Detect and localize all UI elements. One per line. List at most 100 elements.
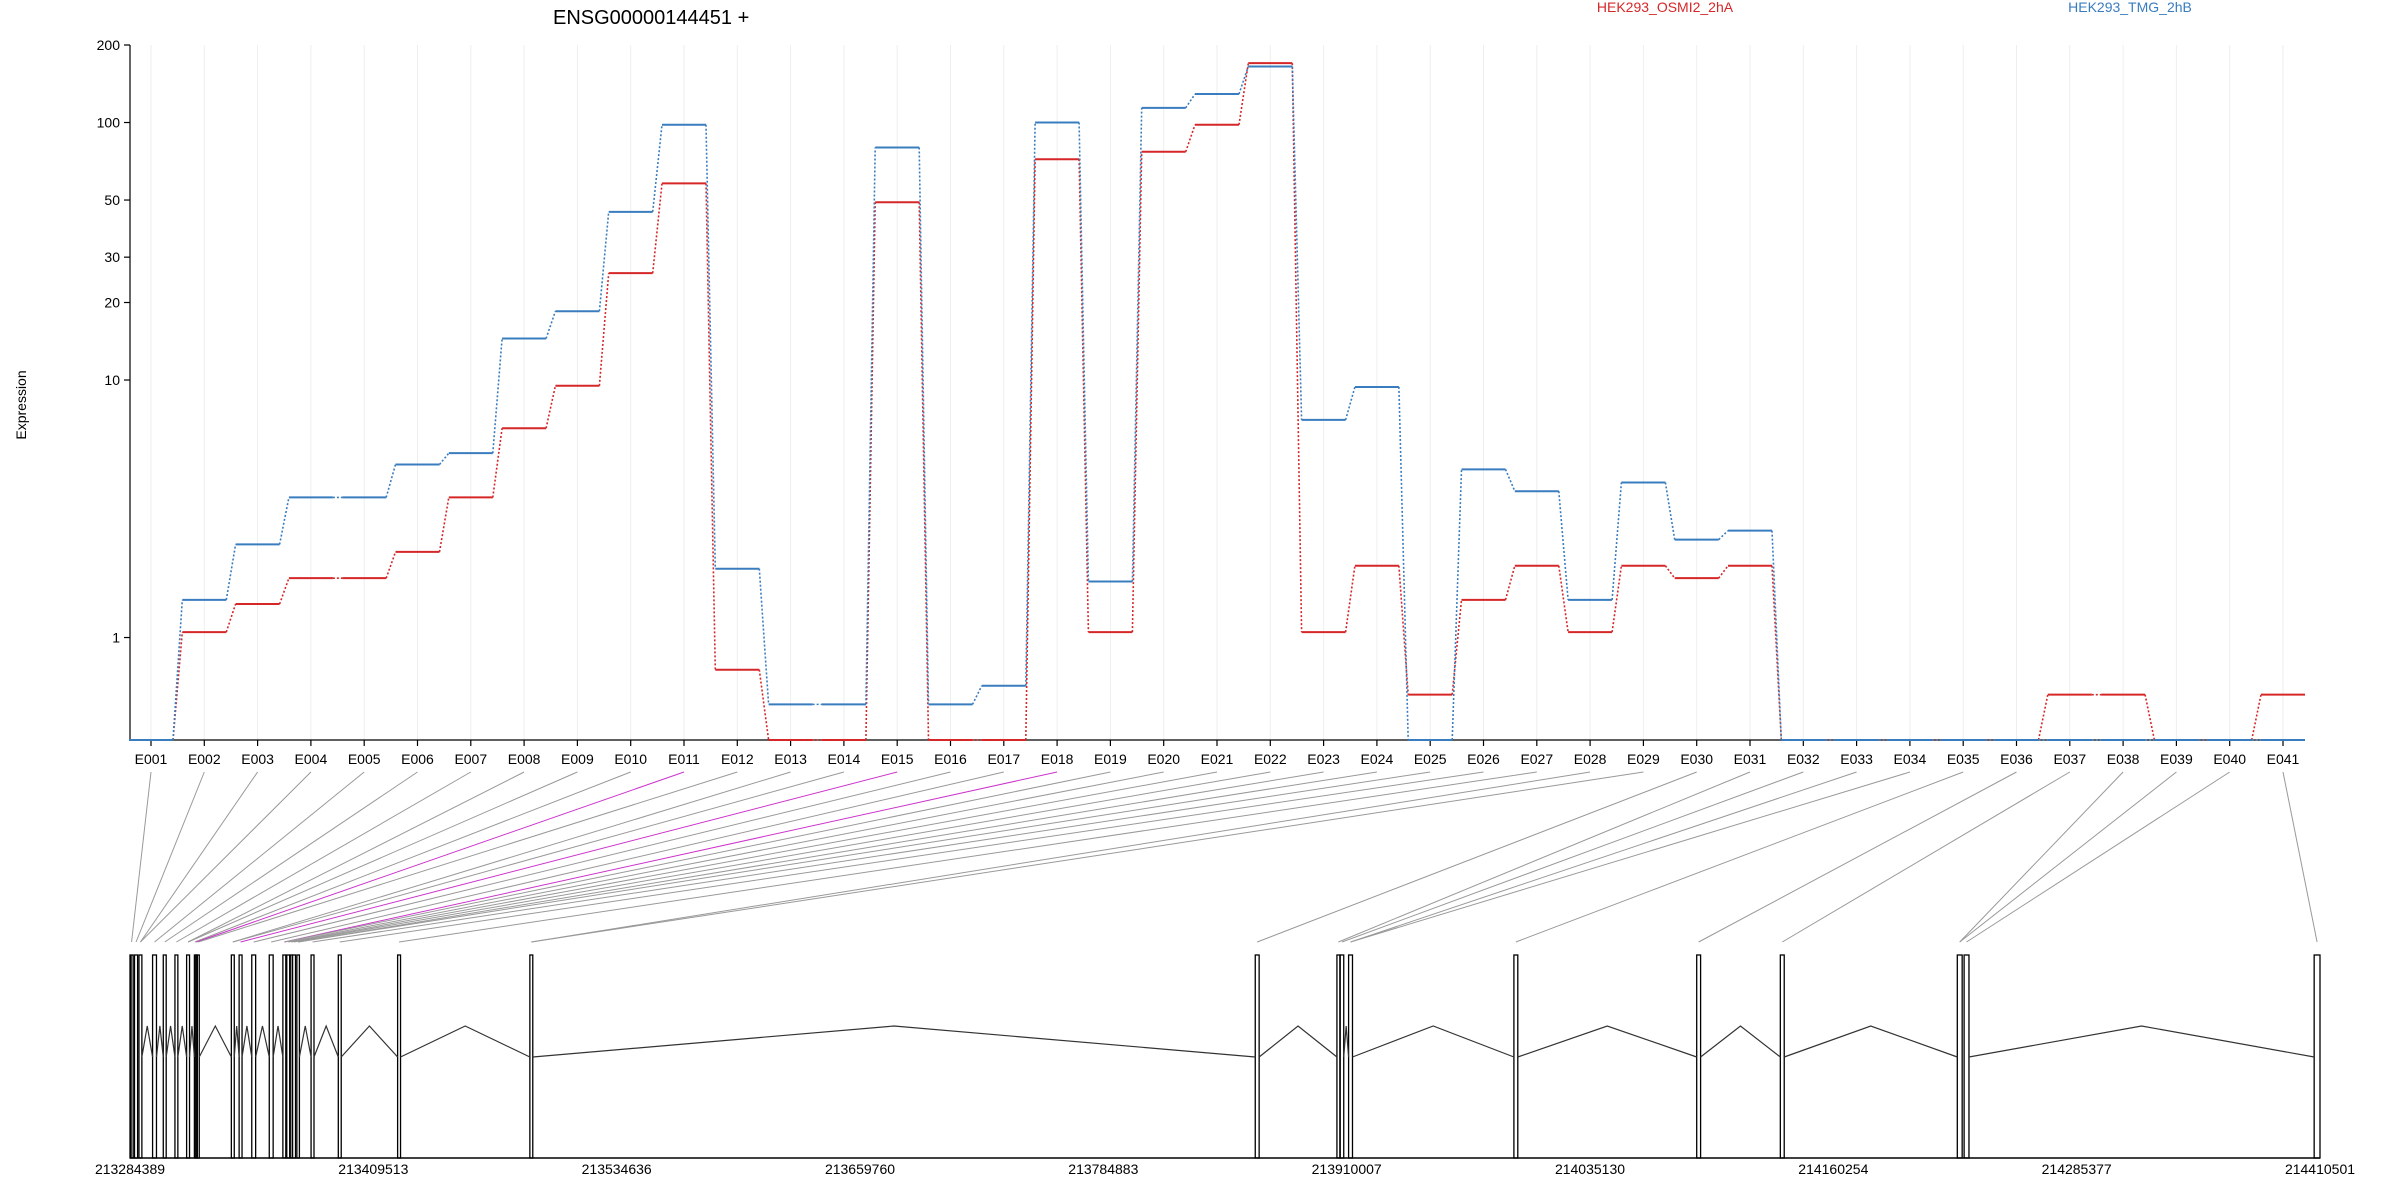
exon-box	[1513, 954, 1519, 1159]
intron-line	[141, 1025, 154, 1058]
intron-line	[1700, 1025, 1781, 1058]
x-tick-label: E036	[2000, 751, 2033, 767]
series-layer	[129, 62, 2305, 741]
chart-title: ENSG00000144451 +	[553, 7, 749, 29]
x-tick-label: E001	[135, 751, 168, 767]
exon-connector	[293, 771, 1271, 943]
exon-connectors	[131, 771, 2318, 943]
series-connector	[2250, 694, 2262, 741]
intron-line	[241, 1025, 253, 1058]
series-connector	[1398, 565, 1409, 695]
exon-connector	[284, 771, 1058, 943]
series-connector	[918, 202, 930, 741]
exon-connector	[198, 771, 738, 943]
series-connector	[172, 599, 184, 741]
x-tick-label: E032	[1787, 751, 1820, 767]
exon-connector	[187, 771, 525, 943]
intron-line	[155, 1025, 164, 1058]
series-connector	[1184, 124, 1196, 153]
intron-line	[400, 1025, 531, 1058]
series-connector	[705, 183, 717, 670]
series-connector	[1131, 107, 1143, 582]
series-connector	[1078, 122, 1090, 582]
series-connector	[1771, 530, 1783, 741]
x-tick-label: E016	[934, 751, 967, 767]
exon-box	[1696, 954, 1702, 1159]
intron-line	[1258, 1025, 1338, 1058]
series-connector	[918, 147, 930, 705]
x-tick-label: E024	[1361, 751, 1394, 767]
x-tick-label: E030	[1680, 751, 1713, 767]
exon-box	[286, 954, 291, 1159]
series-connector	[225, 603, 237, 633]
y-axis-label: Expression	[13, 370, 29, 439]
exon-box	[268, 954, 274, 1159]
exon-connector	[312, 771, 1431, 943]
y-tick-label: 100	[97, 115, 121, 131]
x-tick-label: E033	[1840, 751, 1873, 767]
exon-connector	[1782, 771, 2071, 943]
exon-box	[1347, 954, 1354, 1159]
exon-box	[1963, 954, 1970, 1159]
x-tick-label: E040	[2213, 751, 2246, 767]
genomic-tick-label: 213409513	[338, 1161, 408, 1177]
series-connector	[1771, 565, 1783, 741]
intron-line	[255, 1025, 270, 1058]
intron-line	[198, 1024, 232, 1058]
exon-box	[2313, 954, 2321, 1159]
x-tick-label: E004	[295, 751, 328, 767]
series-HEK293_TMG_2hB	[129, 65, 2305, 741]
exon-connector	[1959, 771, 2177, 943]
genomic-tick-label: 214285377	[2042, 1161, 2112, 1177]
exon-box	[289, 954, 293, 1159]
axes: 1 10 20 30 50 100 200 E001 E002 E003 E004 E005 E006 E…	[97, 37, 2300, 767]
exon-connector	[1338, 771, 1751, 943]
x-tick-label: E008	[508, 751, 541, 767]
series-connector	[438, 452, 450, 465]
genomic-tick-label: 214035130	[1555, 1161, 1625, 1177]
genomic-axis: 213284389 213409513 213534636 213659760 2137…	[95, 1157, 2355, 1177]
x-tick-label: E020	[1147, 751, 1180, 767]
x-tick-label: E003	[241, 751, 274, 767]
legend: HEK293_OSMI2_2hA HEK293_TMG_2hB	[1597, 0, 2192, 15]
genomic-tick-label: 213784883	[1068, 1161, 1138, 1177]
series-connector	[1504, 565, 1516, 601]
series-connector	[1238, 66, 1250, 95]
series-connector	[1344, 386, 1356, 421]
intron-line	[165, 1025, 176, 1058]
series-connector	[438, 497, 450, 553]
series-connector	[278, 497, 290, 545]
exon-connector	[232, 771, 791, 943]
x-tick-label: E018	[1041, 751, 1074, 767]
series-connector	[545, 310, 557, 339]
series-connector	[1718, 565, 1729, 579]
exon-connector	[140, 771, 259, 943]
x-tick-label: E029	[1627, 751, 1660, 767]
x-tick-label: E034	[1894, 751, 1927, 767]
exon-box	[1956, 954, 1963, 1159]
genomic-tick-label: 213910007	[1312, 1161, 1382, 1177]
exon-box	[133, 954, 139, 1159]
x-tick-label: E009	[561, 751, 594, 767]
exon-connector	[1341, 771, 1804, 943]
intron-line	[1343, 1025, 1350, 1058]
x-tick-label: E038	[2107, 751, 2140, 767]
genomic-tick-label: 214410501	[2285, 1161, 2355, 1177]
exon-connector	[196, 771, 685, 943]
x-tick-label: E006	[401, 751, 434, 767]
series-connector	[545, 385, 557, 429]
series-connector	[758, 669, 770, 741]
x-tick-label: E031	[1734, 751, 1767, 767]
series-connector	[1025, 122, 1036, 686]
intron-line	[313, 1024, 339, 1058]
exon-connector	[284, 771, 1111, 943]
exon-connector	[399, 771, 1537, 943]
exon-connector	[288, 771, 1164, 943]
series-connector	[598, 273, 610, 386]
series-connector	[1611, 565, 1623, 633]
genomic-tick-label: 213534636	[582, 1161, 652, 1177]
y-tick-label: 30	[104, 249, 120, 265]
exon-connector	[1966, 771, 2230, 943]
series-connector	[1718, 530, 1729, 541]
